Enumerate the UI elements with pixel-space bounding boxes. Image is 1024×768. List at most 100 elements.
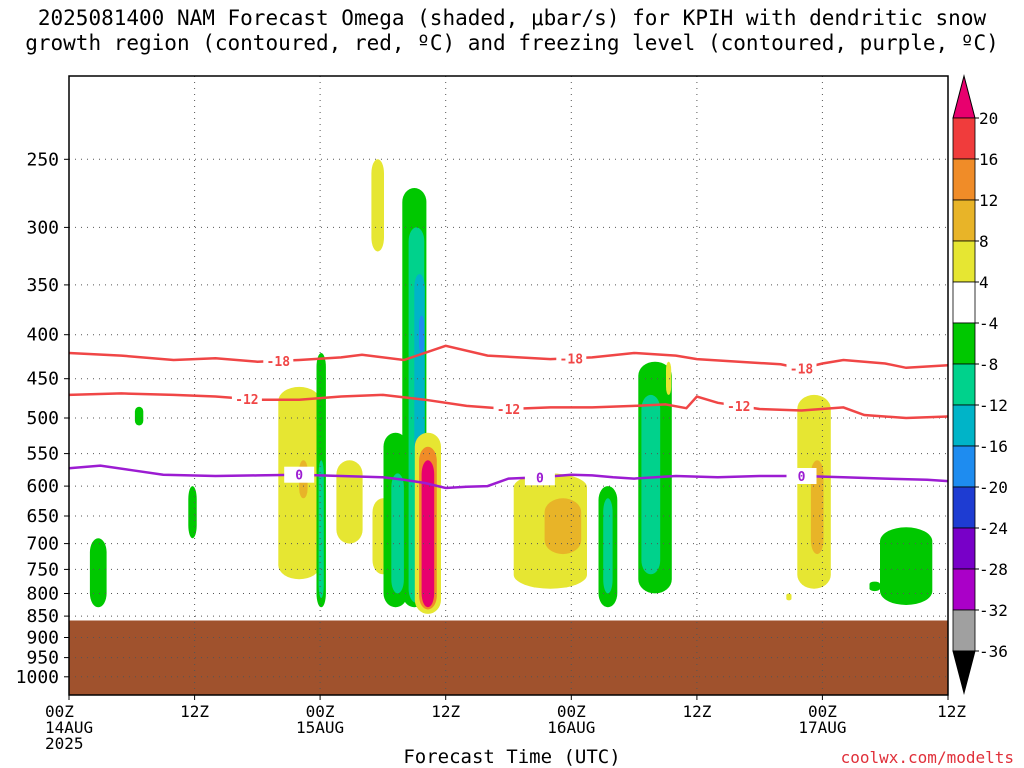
omega-cell bbox=[318, 460, 324, 599]
y-tick-label: 350 bbox=[26, 275, 59, 296]
y-tick-label: 550 bbox=[26, 444, 59, 465]
axes-layer: 2503003504004505005506006507007508008509… bbox=[16, 75, 966, 753]
omega-cell bbox=[666, 361, 672, 395]
colorbar-legend: 20 16 12 8 4 -4 -8 -12 -16 -20 -24 -28 -32 -36 bbox=[952, 74, 1008, 695]
contour-label-bg bbox=[263, 352, 294, 369]
colorbar-swatch bbox=[952, 404, 976, 447]
y-tick-label: 850 bbox=[26, 606, 59, 627]
omega-cell bbox=[641, 394, 661, 575]
colorbar-label: 20 bbox=[979, 109, 998, 128]
contour-label-bg bbox=[786, 360, 817, 377]
chart-title: 2025081400 NAM Forecast Omega (shaded, μ… bbox=[0, 6, 1024, 56]
omega-cell bbox=[391, 473, 404, 594]
title-line-1: 2025081400 NAM Forecast Omega (shaded, μ… bbox=[37, 6, 987, 30]
y-tick-label: 900 bbox=[26, 628, 59, 649]
x-tick-label: 12Z bbox=[431, 702, 460, 721]
omega-cell bbox=[188, 486, 197, 539]
colorbar-label: -20 bbox=[979, 478, 1008, 497]
omega-cell bbox=[134, 406, 144, 426]
contour-label-bg bbox=[723, 397, 754, 414]
x-tick-label: 15AUG bbox=[296, 718, 344, 737]
contour-label-bg bbox=[524, 469, 555, 486]
omega-cell bbox=[414, 274, 425, 461]
colorbar-swatch bbox=[952, 240, 976, 283]
contour-label: 0 bbox=[536, 471, 544, 486]
colorbar-label: -16 bbox=[979, 437, 1008, 456]
contour-line bbox=[68, 464, 949, 490]
colorbar-label: 12 bbox=[979, 191, 998, 210]
y-tick-label: 650 bbox=[26, 506, 59, 527]
x-tick-label: 00Z bbox=[306, 702, 335, 721]
y-tick-label: 400 bbox=[26, 325, 59, 346]
y-tick-label: 300 bbox=[26, 217, 59, 238]
omega-cell bbox=[544, 498, 582, 555]
contour-label: -18 bbox=[560, 352, 584, 367]
ground-layer bbox=[69, 620, 948, 695]
colorbar-swatch bbox=[952, 609, 976, 652]
omega-cell bbox=[89, 538, 107, 608]
y-tick-label: 1000 bbox=[16, 667, 59, 688]
colorbar-swatch bbox=[952, 527, 976, 570]
colorbar-swatch bbox=[952, 486, 976, 529]
x-tick-label: 12Z bbox=[937, 702, 966, 721]
omega-cell bbox=[603, 498, 613, 594]
contour-label-bg bbox=[556, 350, 587, 367]
x-tick-label: 12Z bbox=[180, 702, 209, 721]
omega-cell bbox=[371, 159, 384, 252]
colorbar-swatch bbox=[952, 158, 976, 201]
colorbar-label: -12 bbox=[979, 396, 1008, 415]
grid-layer bbox=[68, 76, 949, 695]
y-tick-label: 600 bbox=[26, 476, 59, 497]
y-tick-label: 750 bbox=[26, 559, 59, 580]
colorbar-label: -4 bbox=[979, 314, 998, 333]
omega-cell bbox=[421, 460, 435, 608]
colorbar-swatch bbox=[952, 199, 976, 242]
contour-label: -12 bbox=[235, 393, 258, 408]
x-tick-label: 00Z bbox=[45, 702, 74, 721]
x-tick-label: 00Z bbox=[808, 702, 837, 721]
colorbar-swatch bbox=[952, 281, 976, 324]
contour-label: 0 bbox=[798, 470, 806, 485]
omega-cell bbox=[786, 593, 792, 601]
x-tick-label: 12Z bbox=[682, 702, 711, 721]
ground-surface bbox=[69, 620, 948, 695]
contour-label-bg bbox=[493, 401, 524, 417]
y-tick-label: 450 bbox=[26, 369, 59, 390]
colorbar-label: 16 bbox=[979, 150, 998, 169]
colorbar-label: -8 bbox=[979, 355, 998, 374]
contour-label: -12 bbox=[497, 403, 520, 418]
contour-label: -18 bbox=[790, 363, 814, 378]
colorbar-bottom-arrow bbox=[952, 650, 976, 695]
x-tick-label: 14AUG bbox=[45, 718, 93, 737]
colorbar-swatch bbox=[952, 322, 976, 365]
contour-label: -18 bbox=[267, 355, 291, 370]
title-line-2: growth region (contoured, red, ºC) and f… bbox=[25, 31, 999, 55]
y-tick-label: 800 bbox=[26, 584, 59, 605]
omega-cell bbox=[336, 460, 363, 544]
contour-label-bg bbox=[786, 468, 817, 484]
contour-label-bg bbox=[284, 466, 315, 483]
colorbar-swatch bbox=[952, 568, 976, 611]
x-tick-label: 2025 bbox=[45, 734, 84, 753]
x-tick-label: 17AUG bbox=[798, 718, 846, 737]
contour-label-bg bbox=[231, 390, 262, 407]
colorbar-label: -32 bbox=[979, 601, 1008, 620]
y-tick-label: 250 bbox=[26, 149, 59, 170]
x-tick-label: 00Z bbox=[557, 702, 586, 721]
y-tick-label: 950 bbox=[26, 648, 59, 669]
colorbar-label: 4 bbox=[979, 273, 989, 292]
colorbar-label: -28 bbox=[979, 560, 1008, 579]
site-credit-link[interactable]: coolwx.com/modelts bbox=[840, 748, 1014, 767]
colorbar-swatch bbox=[952, 445, 976, 488]
colorbar-label: -36 bbox=[979, 642, 1008, 661]
x-axis-label: Forecast Time (UTC) bbox=[403, 746, 621, 768]
colorbar-top-arrow bbox=[952, 74, 976, 119]
plot-frame bbox=[68, 75, 949, 696]
colorbar-label: 8 bbox=[979, 232, 989, 251]
y-tick-label: 700 bbox=[26, 534, 59, 555]
colorbar-swatch bbox=[952, 363, 976, 406]
x-tick-label: 16AUG bbox=[547, 718, 595, 737]
colorbar-label: -24 bbox=[979, 519, 1008, 538]
contour-label: 0 bbox=[295, 469, 303, 484]
omega-shading-layer bbox=[89, 159, 933, 614]
